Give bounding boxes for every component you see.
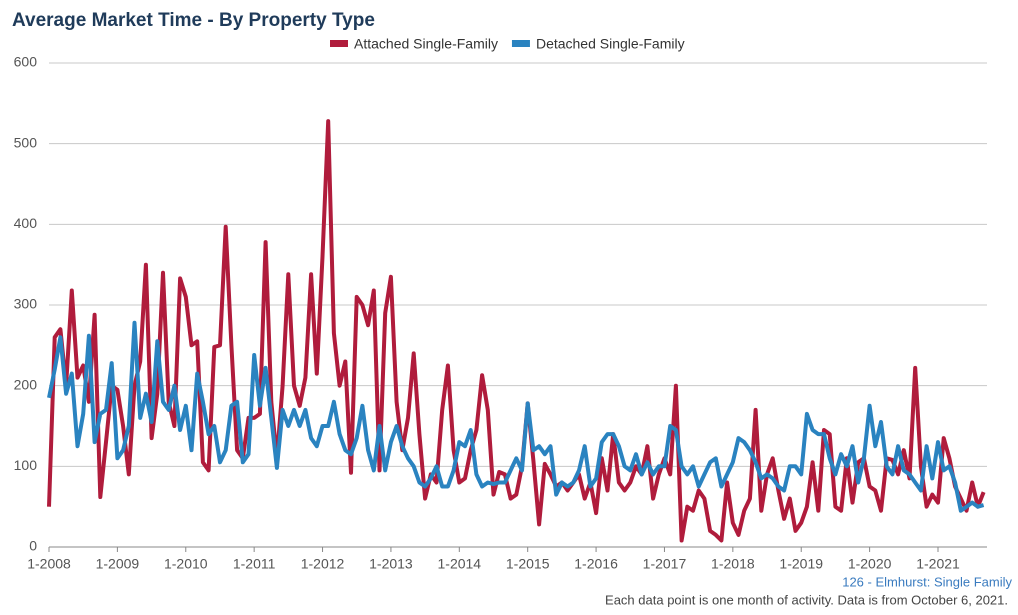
y-tick-label: 300 [14, 296, 38, 312]
x-tick-label: 1-2011 [233, 556, 276, 572]
x-tick-label: 1-2012 [301, 556, 345, 572]
y-tick-label: 200 [14, 376, 38, 392]
legend-label: Detached Single-Family [536, 36, 685, 52]
x-tick-label: 1-2009 [96, 556, 140, 572]
y-tick-label: 400 [14, 215, 38, 231]
y-tick-label: 500 [14, 134, 38, 150]
x-tick-label: 1-2016 [574, 556, 618, 572]
series-line [47, 119, 986, 543]
x-tick-label: 1-2008 [27, 556, 71, 572]
x-tick-label: 1-2020 [848, 556, 892, 572]
legend-swatch [330, 40, 348, 47]
y-tick-label: 100 [14, 457, 38, 473]
chart-subtitle: 126 - Elmhurst: Single Family [842, 574, 1012, 589]
x-tick-label: 1-2010 [164, 556, 208, 572]
x-tick-label: 1-2018 [711, 556, 755, 572]
x-tick-label: 1-2013 [369, 556, 413, 572]
chart-note: Each data point is one month of activity… [605, 592, 1008, 607]
x-tick-label: 1-2014 [438, 556, 482, 572]
x-tick-label: 1-2017 [643, 556, 687, 572]
chart-title: Average Market Time - By Property Type [12, 10, 375, 31]
series-line [47, 320, 985, 513]
legend-label: Attached Single-Family [354, 36, 498, 52]
legend-swatch [511, 40, 530, 47]
x-tick-label: 1-2015 [506, 556, 550, 572]
y-tick-label: 600 [14, 54, 38, 70]
x-tick-label: 1-2019 [779, 556, 823, 572]
x-tick-label: 1-2021 [916, 556, 960, 572]
y-tick-label: 0 [29, 538, 37, 554]
